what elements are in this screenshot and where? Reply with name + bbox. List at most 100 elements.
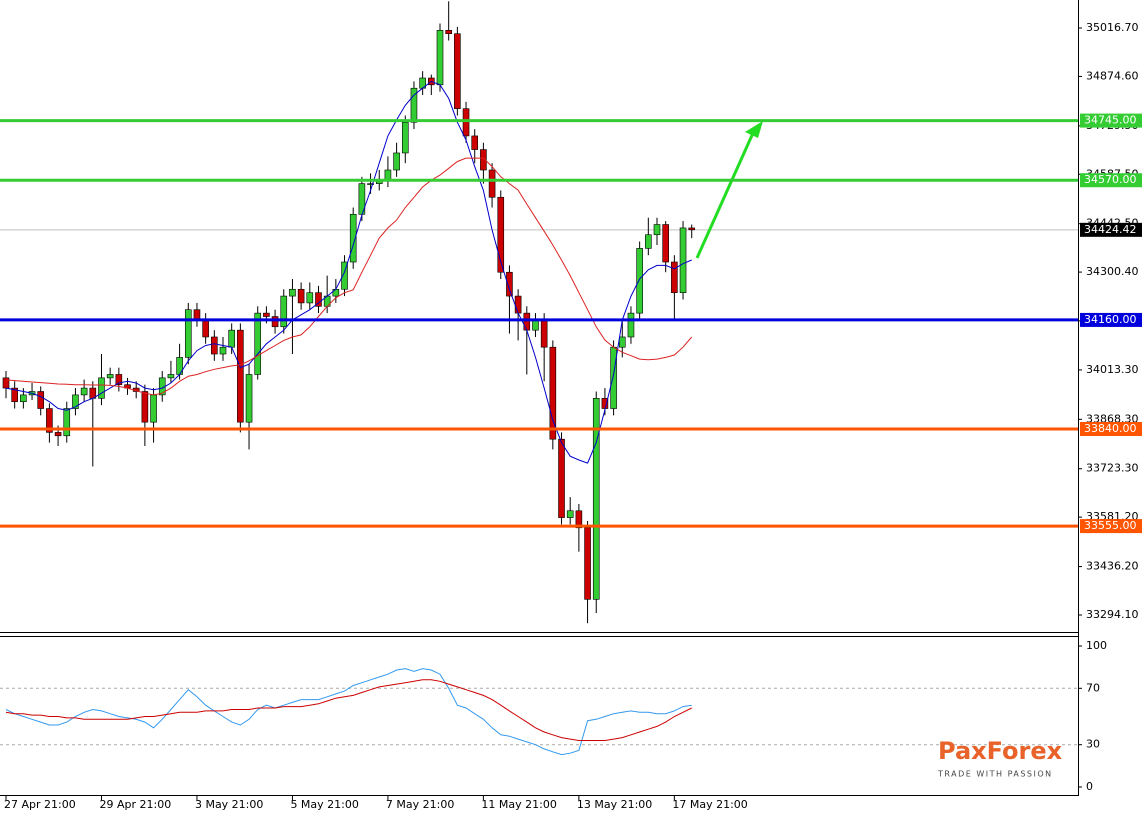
candle-body	[436, 29, 444, 86]
x-tick-label: 27 Apr 21:00	[4, 798, 76, 811]
candle-body	[688, 227, 696, 231]
candle-body	[393, 152, 400, 171]
candle-body	[106, 374, 114, 379]
y-tick-label: 100	[1086, 639, 1107, 652]
candle-body	[627, 312, 635, 338]
candle-body	[480, 149, 487, 171]
candle-body	[332, 288, 340, 297]
candle-body	[653, 224, 661, 236]
level-label: 34160.00	[1084, 313, 1137, 326]
candle-body	[584, 527, 591, 600]
moving-average-slow	[5, 157, 693, 396]
candle-body	[367, 183, 374, 185]
y-tick-label: 34874.60	[1086, 69, 1139, 82]
last-price-box	[1080, 222, 1142, 237]
y-tick-label: 33294.10	[1086, 608, 1139, 621]
y-tick-label: 0	[1086, 780, 1093, 793]
candle-body	[263, 312, 270, 317]
level-label: 34570.00	[1084, 173, 1137, 186]
candle-body	[254, 312, 262, 375]
forecast-arrow	[695, 132, 755, 259]
candle-body	[11, 387, 18, 403]
level-label-box	[1080, 519, 1142, 534]
x-tick-label: 5 May 21:00	[290, 798, 358, 811]
y-tick-label: 33723.30	[1086, 462, 1139, 475]
candle-body	[115, 374, 123, 385]
candle-body	[532, 319, 539, 331]
plot-area	[0, 1, 1078, 756]
x-tick-label: 7 May 21:00	[386, 798, 454, 811]
y-tick-label: 70	[1086, 681, 1100, 694]
candle-body	[645, 234, 652, 249]
candle-body	[20, 394, 27, 403]
candle-body	[150, 394, 157, 423]
candle-body	[280, 295, 288, 328]
candle-body	[592, 398, 600, 600]
last-price-label: 34424.42	[1084, 223, 1137, 236]
candle-body	[514, 295, 522, 314]
candle-body	[445, 29, 452, 35]
level-label-box	[1080, 312, 1142, 327]
rsi-line	[5, 668, 692, 756]
candle-body	[636, 248, 643, 314]
candle-body	[540, 319, 548, 348]
candle-body	[506, 271, 513, 297]
level-label: 33555.00	[1084, 519, 1137, 532]
candle-body	[488, 169, 496, 198]
candle-body	[558, 438, 565, 518]
candle-body	[63, 408, 71, 437]
logo-text: PaxForex	[938, 737, 1063, 765]
x-tick-label: 3 May 21:00	[195, 798, 263, 811]
candle-body	[523, 312, 531, 331]
y-tick-label: 34300.40	[1086, 265, 1139, 278]
candle-body	[610, 346, 617, 409]
forecast-arrowhead	[745, 121, 763, 138]
candle-body	[662, 224, 669, 263]
candle-body	[46, 408, 53, 433]
y-tick-label: 30	[1086, 738, 1100, 751]
candle-body	[401, 121, 409, 154]
candle-body	[202, 319, 209, 338]
candle-body	[72, 394, 79, 409]
candle-body	[566, 510, 574, 518]
candle-body	[497, 196, 505, 273]
candle-body	[2, 377, 10, 389]
level-label-box	[1080, 173, 1142, 188]
candle-body	[37, 391, 45, 409]
candle-body	[306, 292, 314, 304]
x-tick-label: 29 Apr 21:00	[99, 798, 171, 811]
candle-body	[297, 288, 305, 304]
candle-body	[575, 510, 583, 529]
candle-body	[184, 309, 192, 358]
x-tick-label: 13 May 21:00	[577, 798, 652, 811]
moving-average-fast	[5, 80, 692, 464]
candle-body	[271, 316, 279, 328]
candle-body	[219, 346, 227, 355]
logo-tagline: TRADE WITH PASSION	[937, 770, 1053, 779]
candle-body	[471, 135, 479, 150]
candle-body	[245, 374, 253, 423]
level-label: 33840.00	[1084, 422, 1137, 435]
candle-body	[289, 288, 296, 297]
candle-body	[237, 329, 244, 423]
candle-body	[80, 387, 88, 396]
candle-body	[410, 87, 418, 123]
candle-body	[228, 329, 235, 348]
y-tick-label: 35016.70	[1086, 21, 1139, 34]
level-label-box	[1080, 113, 1142, 128]
candle-body	[384, 169, 392, 181]
level-label-box	[1080, 421, 1142, 436]
y-tick-label: 34013.30	[1086, 363, 1139, 376]
x-tick-label: 11 May 21:00	[481, 798, 556, 811]
candle-body	[549, 346, 557, 440]
candle-body	[341, 261, 348, 290]
logo: PaxForex TRADE WITH PASSION	[937, 737, 1063, 779]
candle-body	[211, 336, 218, 355]
candle-body	[671, 261, 678, 293]
candle-body	[98, 377, 105, 399]
candle-body	[618, 336, 626, 348]
candle-body	[315, 292, 322, 307]
candle-body	[462, 108, 470, 137]
